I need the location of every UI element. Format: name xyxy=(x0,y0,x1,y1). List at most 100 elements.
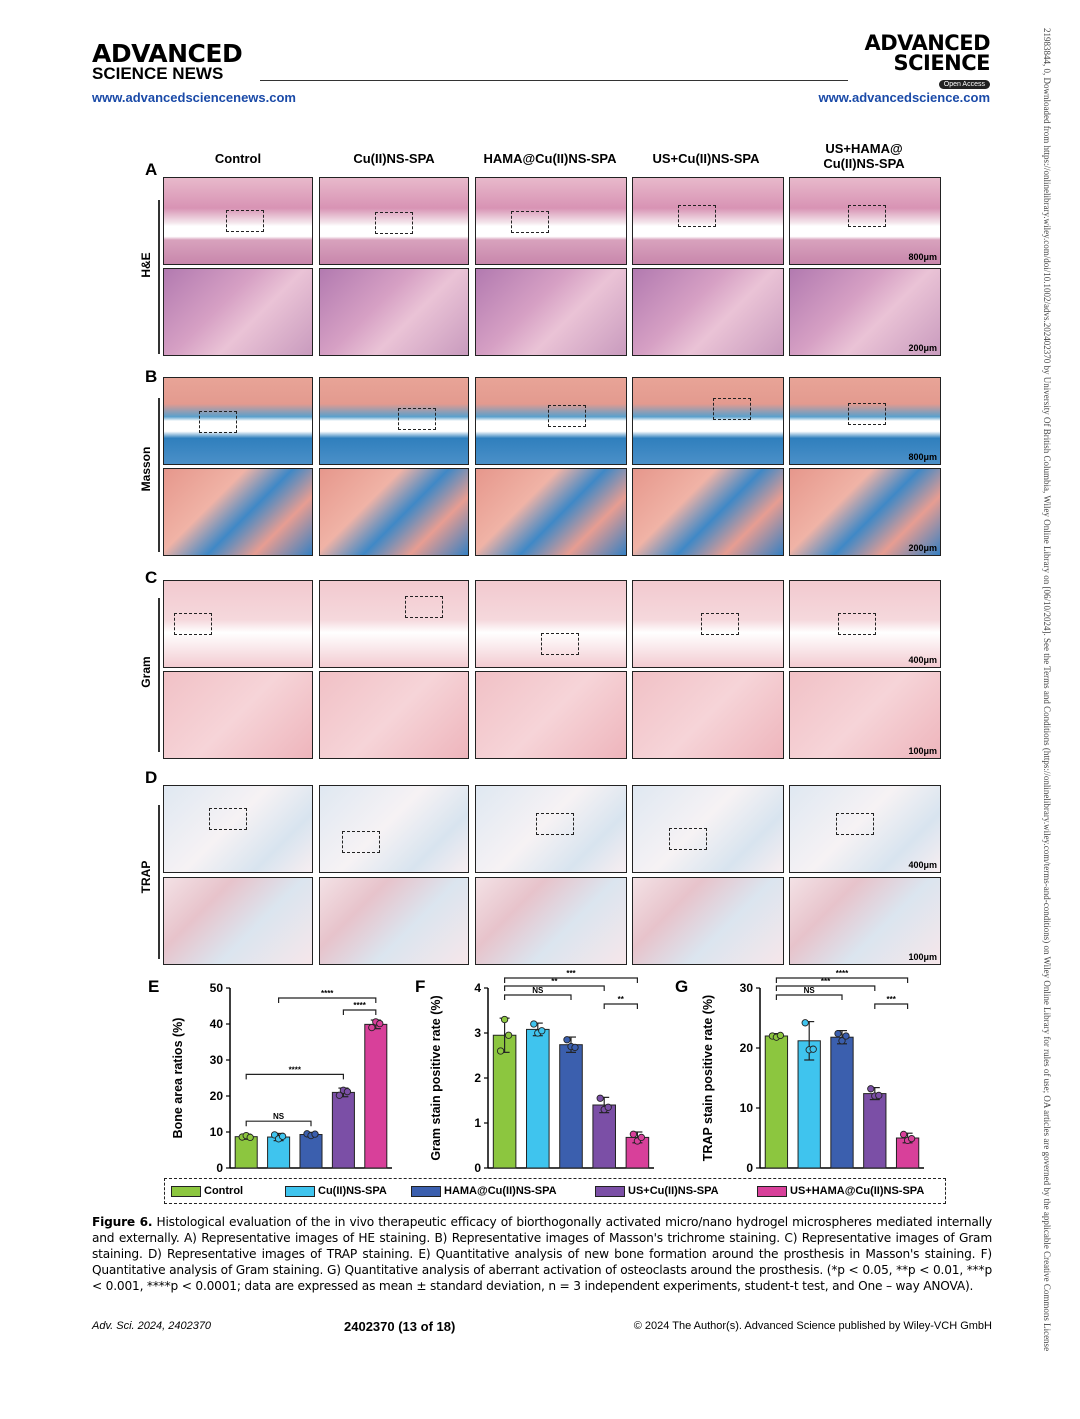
panel-label-a: A xyxy=(145,160,158,179)
data-point xyxy=(376,1019,384,1028)
y-axis-label: Bone area ratios (%) xyxy=(171,1018,185,1139)
roi-box xyxy=(701,613,739,635)
significance-bracket xyxy=(342,1009,377,1015)
data-point xyxy=(838,1037,846,1045)
column-header-us-cu: US+Cu(II)NS-SPA xyxy=(652,151,760,166)
roi-box xyxy=(848,205,886,227)
micrograph-he-us-hama-low: 800μm xyxy=(789,177,941,265)
legend-swatch xyxy=(171,1185,201,1197)
micrograph-masson-control-low xyxy=(163,377,313,465)
url-right-link[interactable]: www.advancedscience.com xyxy=(818,90,990,105)
data-point xyxy=(637,1133,646,1142)
data-point xyxy=(834,1029,842,1038)
data-point xyxy=(801,1019,809,1027)
legend-label: US+Cu(II)NS-SPA xyxy=(628,1185,719,1197)
y-axis-label: Gram stain positive rate (%) xyxy=(429,995,443,1160)
footer-copyright: © 2024 The Author(s). Advanced Science p… xyxy=(633,1320,992,1332)
micrograph-he-hama-low xyxy=(475,177,627,265)
legend-item-control: Control xyxy=(171,1185,243,1197)
y-tick-label: 20 xyxy=(210,1089,224,1103)
data-point xyxy=(907,1134,916,1143)
micrograph-trap-control-low xyxy=(163,785,313,873)
y-tick-label: 0 xyxy=(474,1161,481,1175)
roi-box xyxy=(174,613,212,635)
y-tick-label: 0 xyxy=(746,1161,753,1175)
significance-label: NS xyxy=(804,986,816,995)
data-point xyxy=(504,1031,513,1039)
header-rule xyxy=(260,80,848,81)
roi-box xyxy=(405,596,443,618)
scale-bar-label: 800μm xyxy=(908,252,937,262)
y-tick-label: 2 xyxy=(474,1071,481,1085)
significance-label: **** xyxy=(321,989,334,998)
legend-swatch xyxy=(757,1185,787,1197)
y-tick-label: 20 xyxy=(740,1041,754,1055)
row-label-trap: TRAP xyxy=(139,860,153,894)
micrograph-he-cu-low xyxy=(319,177,469,265)
micrograph-trap-hama-high xyxy=(475,877,627,965)
column-header-cu: Cu(II)NS-SPA xyxy=(353,151,435,166)
micrograph-he-us-hama-high: 200μm xyxy=(789,268,941,356)
roi-box xyxy=(836,813,874,835)
url-left-link[interactable]: www.advancedsciencenews.com xyxy=(92,90,296,105)
roi-box xyxy=(342,831,380,853)
bar-0 xyxy=(492,1034,517,1169)
data-point xyxy=(246,1133,254,1142)
significance-bracket xyxy=(775,985,876,991)
bar-2 xyxy=(559,1044,583,1169)
micrograph-masson-hama-high xyxy=(475,468,627,556)
micrograph-he-control-low xyxy=(163,177,313,265)
legend-label: Cu(II)NS-SPA xyxy=(318,1185,387,1197)
bar-0 xyxy=(234,1136,258,1169)
row-bar-trap xyxy=(158,805,160,959)
significance-bracket xyxy=(278,997,377,1003)
micrograph-trap-us-hama-low: 400μm xyxy=(789,785,941,873)
data-point xyxy=(530,1020,538,1028)
data-point xyxy=(776,1031,785,1040)
significance-label: **** xyxy=(836,970,849,978)
data-point xyxy=(500,1015,509,1024)
right-logo-line-2: SCIENCE xyxy=(893,51,990,75)
caption-label: Figure 6. xyxy=(92,1215,153,1229)
significance-bracket xyxy=(504,977,638,983)
logo-line-2: SCIENCE NEWS xyxy=(92,64,224,83)
micrograph-gram-us-cu-high xyxy=(632,671,784,759)
micrograph-masson-us-cu-high xyxy=(632,468,784,556)
micrograph-masson-control-high xyxy=(163,468,313,556)
micrograph-he-us-cu-low xyxy=(632,177,784,265)
legend-swatch xyxy=(411,1185,441,1197)
micrograph-trap-control-high xyxy=(163,877,313,965)
scale-bar-label: 200μm xyxy=(908,343,937,353)
significance-bracket xyxy=(603,1003,638,1009)
significance-label: NS xyxy=(273,1112,285,1121)
open-access-badge: Open Access xyxy=(938,80,990,89)
roi-box xyxy=(398,408,436,430)
data-point xyxy=(867,1085,875,1093)
micrograph-he-hama-high xyxy=(475,268,627,356)
panel-label-c: C xyxy=(145,568,158,587)
micrograph-he-cu-high xyxy=(319,268,469,356)
micrograph-he-control-high xyxy=(163,268,313,356)
row-label-masson: Masson xyxy=(139,446,153,492)
data-point xyxy=(899,1130,908,1139)
micrograph-gram-hama-high xyxy=(475,671,627,759)
roi-box xyxy=(669,828,707,850)
chart-legend: Control Cu(II)NS-SPA HAMA@Cu(II)NS-SPA U… xyxy=(164,1178,946,1204)
micrograph-trap-hama-low xyxy=(475,785,627,873)
row-label-gram: Gram xyxy=(139,656,153,688)
significance-bracket xyxy=(775,994,843,1000)
legend-label: US+HAMA@Cu(II)NS-SPA xyxy=(790,1185,925,1197)
y-tick-label: 4 xyxy=(474,981,481,995)
legend-item-us-cu: US+Cu(II)NS-SPA xyxy=(595,1185,719,1197)
data-point xyxy=(278,1132,287,1140)
bar-4 xyxy=(364,1023,388,1169)
roi-box xyxy=(536,813,574,835)
y-axis-label: TRAP stain positive rate (%) xyxy=(701,995,715,1161)
micrograph-gram-cu-high xyxy=(319,671,469,759)
significance-bracket xyxy=(775,977,909,983)
roi-box xyxy=(226,210,264,232)
significance-label: ** xyxy=(551,977,558,986)
roi-box xyxy=(199,411,237,433)
significance-label: **** xyxy=(289,1065,302,1074)
significance-label: *** xyxy=(566,970,576,978)
